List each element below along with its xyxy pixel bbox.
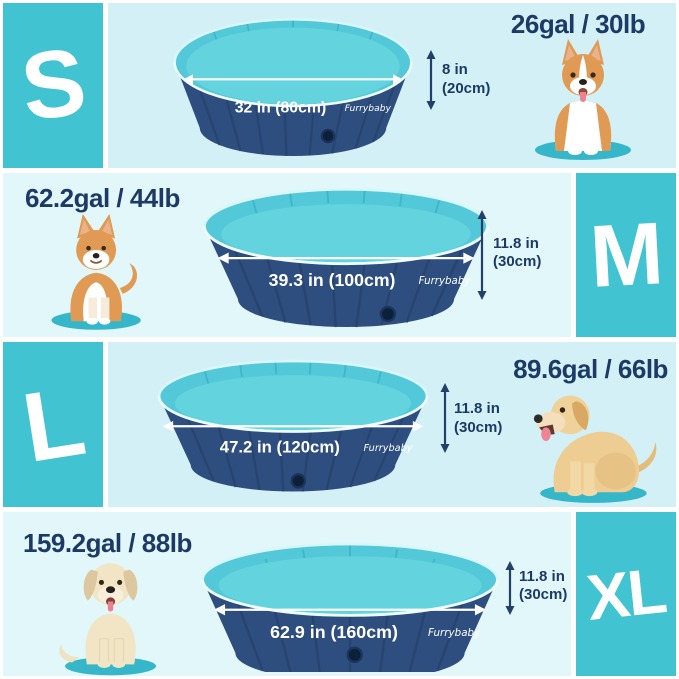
pool-front-wall bbox=[159, 396, 427, 492]
pool-drain-valve bbox=[290, 473, 306, 489]
height-label-l: 11.8 in (30cm) bbox=[454, 400, 502, 438]
row-l-content: 47.2 in (120cm) Furrybaby 11.8 in (30cm)… bbox=[108, 342, 676, 507]
height-dimension-arrow-xl bbox=[505, 560, 515, 615]
size-row-xl: 159.2gal / 88lb bbox=[3, 511, 676, 676]
height-cm: (30cm) bbox=[519, 586, 568, 604]
width-dimension-arrow bbox=[162, 420, 424, 432]
brand-logo: Furrybaby bbox=[364, 443, 413, 454]
capacity-label-xl: 159.2gal / 88lb bbox=[23, 527, 192, 558]
brand-logo: Furrybaby bbox=[428, 627, 481, 639]
size-panel-xl: XL bbox=[576, 511, 676, 676]
size-letter-m: M bbox=[587, 202, 665, 306]
row-s-content: 32 in (80cm) Furrybaby 8 in (20cm) 26gal… bbox=[108, 3, 676, 168]
pool-rim-highlight bbox=[201, 579, 499, 617]
height-label-m: 11.8 in (30cm) bbox=[493, 235, 541, 273]
shiba-inu-illustration bbox=[51, 213, 141, 330]
width-dimension-arrow bbox=[217, 252, 475, 264]
height-inches: 11.8 in bbox=[493, 234, 539, 252]
corgi-illustration bbox=[535, 39, 631, 160]
pool-wall-pleats bbox=[236, 601, 464, 672]
pool-floor bbox=[221, 203, 471, 264]
pool-illustration-m: 39.3 in (100cm) Furrybaby bbox=[203, 187, 489, 327]
height-dimension-arrow-s bbox=[426, 50, 436, 110]
diameter-label-s: 32 in (80cm) bbox=[235, 100, 327, 117]
pool-rim-highlight bbox=[203, 225, 489, 265]
pool-front-wall bbox=[204, 225, 488, 327]
pool-drain-valve bbox=[320, 128, 336, 144]
pool-inner-folds bbox=[204, 361, 382, 385]
brand-logo: Furrybaby bbox=[345, 103, 392, 114]
capacity-label-m: 62.2gal / 44lb bbox=[25, 182, 180, 213]
size-row-s: S bbox=[3, 3, 676, 168]
pool-front-wall bbox=[174, 62, 412, 156]
pool-drain-valve bbox=[379, 305, 397, 322]
width-dimension-arrow bbox=[213, 603, 487, 615]
size-letter-l: L bbox=[15, 365, 91, 484]
height-label-xl: 11.8 in (30cm) bbox=[519, 568, 567, 606]
row-xl-content: 159.2gal / 88lb bbox=[3, 511, 571, 676]
size-row-l: L bbox=[3, 342, 676, 507]
pool-illustration-l: 47.2 in (120cm) Furrybaby bbox=[157, 359, 429, 492]
height-dimension-arrow-l bbox=[440, 383, 450, 453]
size-panel-s: S bbox=[3, 3, 103, 168]
height-cm: (30cm) bbox=[493, 253, 542, 271]
pool-floor bbox=[174, 375, 412, 432]
height-dimension-arrow-m bbox=[477, 209, 487, 300]
row-m-content: 62.2gal / 44lb bbox=[3, 172, 571, 337]
diameter-label-m: 39.3 in (100cm) bbox=[269, 270, 396, 290]
pool-floor bbox=[186, 27, 400, 105]
height-inches: 11.8 in bbox=[519, 567, 565, 585]
capacity-label-s: 26gal / 30lb bbox=[510, 9, 646, 39]
size-panel-m: M bbox=[576, 172, 676, 337]
diameter-label-l: 47.2 in (120cm) bbox=[220, 438, 340, 457]
size-panel-l: L bbox=[3, 342, 103, 507]
height-inches: 11.8 in bbox=[454, 400, 500, 417]
pool-illustration-s: 32 in (80cm) Furrybaby bbox=[173, 18, 413, 157]
height-cm: (30cm) bbox=[454, 418, 503, 436]
golden-retriever-illustration bbox=[533, 395, 657, 503]
pool-rim-highlight bbox=[173, 62, 413, 108]
width-dimension-arrow bbox=[183, 74, 403, 85]
capacity-label-l: 89.6gal / 66lb bbox=[513, 354, 668, 384]
diameter-label-xl: 62.9 in (160cm) bbox=[270, 621, 398, 641]
height-label-s: 8 in (20cm) bbox=[442, 61, 490, 99]
pool-floor bbox=[218, 555, 482, 614]
height-inches: 8 in bbox=[442, 61, 468, 78]
size-letter-xl: XL bbox=[583, 553, 669, 634]
size-row-m: 62.2gal / 44lb bbox=[3, 172, 676, 337]
pool-illustration-xl: 62.9 in (160cm) Furrybaby bbox=[201, 542, 499, 672]
pool-drain-valve bbox=[346, 646, 363, 663]
pool-wall-pleats bbox=[198, 84, 396, 157]
pool-inner-folds bbox=[251, 189, 441, 214]
labrador-illustration bbox=[59, 562, 157, 675]
height-cm: (20cm) bbox=[442, 79, 491, 97]
pool-rim-highlight bbox=[157, 396, 429, 433]
size-letter-s: S bbox=[16, 28, 90, 142]
brand-logo: Furrybaby bbox=[419, 275, 472, 287]
